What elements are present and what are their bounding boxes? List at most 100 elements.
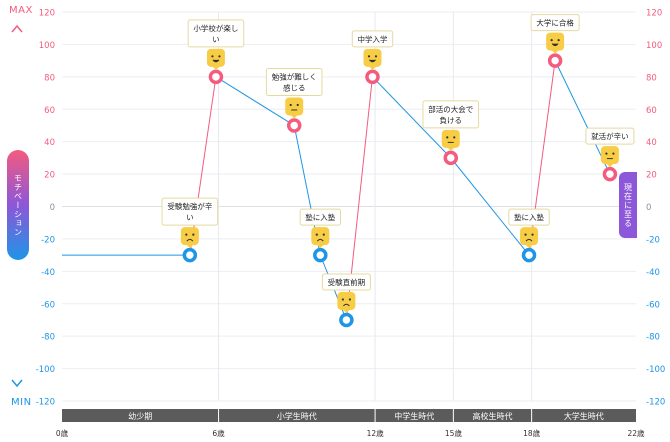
y-tick-label-left: 40	[44, 138, 55, 148]
period-label: 中学生時代	[394, 411, 434, 421]
face-mouth	[551, 43, 559, 47]
event-label: い	[212, 35, 220, 44]
y-tick-label-left: 80	[44, 73, 55, 83]
face-body	[311, 227, 330, 246]
face-mouth	[343, 303, 350, 307]
face-eye	[341, 298, 344, 301]
y-tick-label-left: 120	[39, 9, 55, 19]
y-tick-label-right: 40	[646, 138, 657, 148]
event-label: 負ける	[440, 115, 463, 125]
event-label-box	[530, 14, 580, 32]
face-body	[363, 48, 382, 67]
face-pointer	[290, 114, 299, 119]
event-label: 受験直前期	[328, 277, 366, 287]
event-label-box	[321, 273, 371, 291]
current-label: 現在に至る	[619, 172, 637, 238]
period-label: 幼少期	[128, 411, 152, 421]
face-eye	[315, 233, 318, 236]
y-tick-label-right: 100	[646, 41, 662, 51]
event-labels: 受験勉強が辛い小学校が楽しい勉強が難しく感じる塾に入塾受験直前期中学入学部活の大…	[161, 14, 635, 313]
y-tick-label-right: -100	[646, 365, 665, 375]
series-segment	[215, 76, 295, 126]
event-label: 受験勉強が辛	[167, 201, 212, 211]
event-label: 塾に入塾	[305, 212, 335, 222]
face-eye	[185, 233, 188, 236]
y-tick-label-left: -20	[41, 235, 55, 245]
sad-face-icon	[520, 227, 539, 249]
face-mouth	[186, 238, 194, 242]
event-label: 小学校が楽し	[193, 23, 238, 33]
x-tick-label: 18歳	[523, 428, 541, 438]
event-label: 大学に合格	[536, 18, 574, 28]
face-eye	[322, 233, 325, 236]
y-tick-label-left: -80	[41, 333, 55, 343]
y-tick-label-right: -40	[646, 268, 660, 278]
face-eye	[296, 103, 299, 107]
x-tick-label: 15歳	[445, 428, 463, 438]
data-point	[521, 247, 537, 263]
data-point	[365, 69, 380, 85]
face-eye	[531, 233, 534, 236]
axis-title: モチベーション	[7, 150, 29, 260]
period-band	[62, 409, 219, 422]
face-eye	[192, 233, 195, 236]
y-tick-label-right: 20	[646, 171, 657, 181]
period-label: 小学生時代	[277, 411, 317, 421]
face-eye	[557, 39, 560, 42]
data-point	[182, 247, 198, 263]
grid-lines	[62, 11, 636, 402]
face-pointer	[211, 65, 220, 70]
face-pointer	[446, 146, 455, 151]
face-eye	[348, 298, 351, 301]
period-label: 高校生時代	[473, 411, 513, 421]
face-body	[441, 129, 460, 148]
sad-face-icon	[180, 227, 199, 249]
neutral-face-icon	[441, 129, 460, 151]
face-mouth	[369, 59, 376, 63]
y-tick-label-left: -60	[41, 300, 55, 310]
y-tick-label-left: 0	[50, 203, 55, 213]
event-label: い	[186, 213, 194, 222]
face-pointer	[316, 244, 325, 249]
y-tick-label-right: -80	[646, 333, 660, 343]
face-eye	[211, 55, 214, 58]
face-eye	[550, 39, 553, 42]
face-mouth	[316, 238, 324, 242]
period-band	[375, 409, 454, 422]
period-band	[218, 409, 376, 422]
y-tick-label-left: -40	[41, 268, 55, 278]
happy-face-icon	[363, 48, 382, 70]
data-point	[547, 53, 563, 68]
data-point	[443, 150, 459, 166]
event-label-box	[422, 100, 480, 129]
series-segment	[528, 60, 556, 256]
face-body	[600, 146, 619, 165]
face-pointer	[551, 49, 560, 54]
data-point	[339, 312, 354, 328]
data-point	[208, 69, 224, 85]
neutral-face-icon	[600, 146, 619, 168]
face-eye	[605, 152, 608, 155]
series-segment	[372, 76, 452, 159]
y-tick-label-right: 120	[646, 9, 662, 19]
event-label-box	[508, 208, 550, 226]
data-point	[286, 118, 302, 133]
y-tick-label-right: -20	[646, 235, 660, 245]
y-tick-label-left: 20	[44, 171, 55, 181]
series-segment	[554, 60, 611, 175]
event-label-box	[265, 67, 323, 96]
x-tick-label: 0歳	[56, 428, 69, 438]
y-tick-label-left: -120	[36, 398, 55, 408]
event-label: 部活の大会で	[428, 104, 473, 114]
sad-face-icon	[311, 227, 330, 249]
face-eye	[218, 55, 221, 58]
event-label-box	[299, 208, 342, 226]
period-band	[453, 409, 532, 422]
event-label-box	[585, 127, 635, 145]
y-tick-label-right: 0	[646, 203, 651, 213]
face-eye	[446, 136, 449, 139]
y-tick-label-right: 80	[646, 73, 657, 83]
face-eye	[367, 55, 371, 58]
max-label: MAX	[9, 5, 33, 16]
